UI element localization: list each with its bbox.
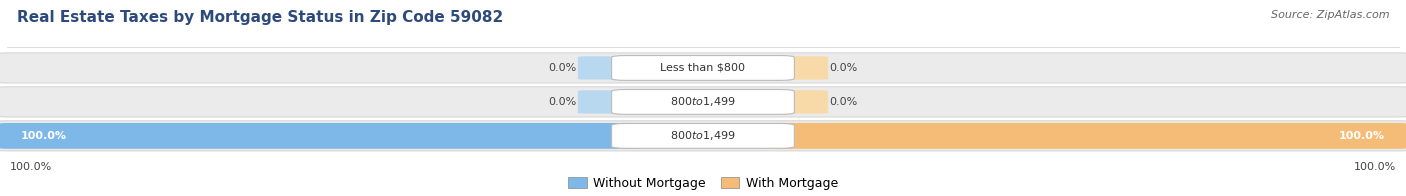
FancyBboxPatch shape xyxy=(0,53,1406,83)
FancyBboxPatch shape xyxy=(612,55,794,80)
Text: 100.0%: 100.0% xyxy=(1354,162,1396,172)
Text: $800 to $1,499: $800 to $1,499 xyxy=(671,129,735,142)
FancyBboxPatch shape xyxy=(782,90,828,113)
FancyBboxPatch shape xyxy=(0,87,1406,117)
Text: 0.0%: 0.0% xyxy=(548,63,576,73)
Text: $800 to $1,499: $800 to $1,499 xyxy=(671,95,735,108)
FancyBboxPatch shape xyxy=(612,90,794,114)
FancyBboxPatch shape xyxy=(765,123,1406,149)
FancyBboxPatch shape xyxy=(578,90,624,113)
Text: 0.0%: 0.0% xyxy=(548,97,576,107)
Text: Source: ZipAtlas.com: Source: ZipAtlas.com xyxy=(1271,10,1389,20)
FancyBboxPatch shape xyxy=(612,123,794,148)
Text: 0.0%: 0.0% xyxy=(830,63,858,73)
Text: 100.0%: 100.0% xyxy=(21,131,67,141)
FancyBboxPatch shape xyxy=(0,121,1406,151)
FancyBboxPatch shape xyxy=(0,123,641,149)
Text: 100.0%: 100.0% xyxy=(1339,131,1385,141)
FancyBboxPatch shape xyxy=(782,56,828,80)
Text: 0.0%: 0.0% xyxy=(830,97,858,107)
Text: 100.0%: 100.0% xyxy=(10,162,52,172)
Legend: Without Mortgage, With Mortgage: Without Mortgage, With Mortgage xyxy=(568,177,838,190)
Text: Real Estate Taxes by Mortgage Status in Zip Code 59082: Real Estate Taxes by Mortgage Status in … xyxy=(17,10,503,25)
FancyBboxPatch shape xyxy=(578,56,624,80)
Text: Less than $800: Less than $800 xyxy=(661,63,745,73)
